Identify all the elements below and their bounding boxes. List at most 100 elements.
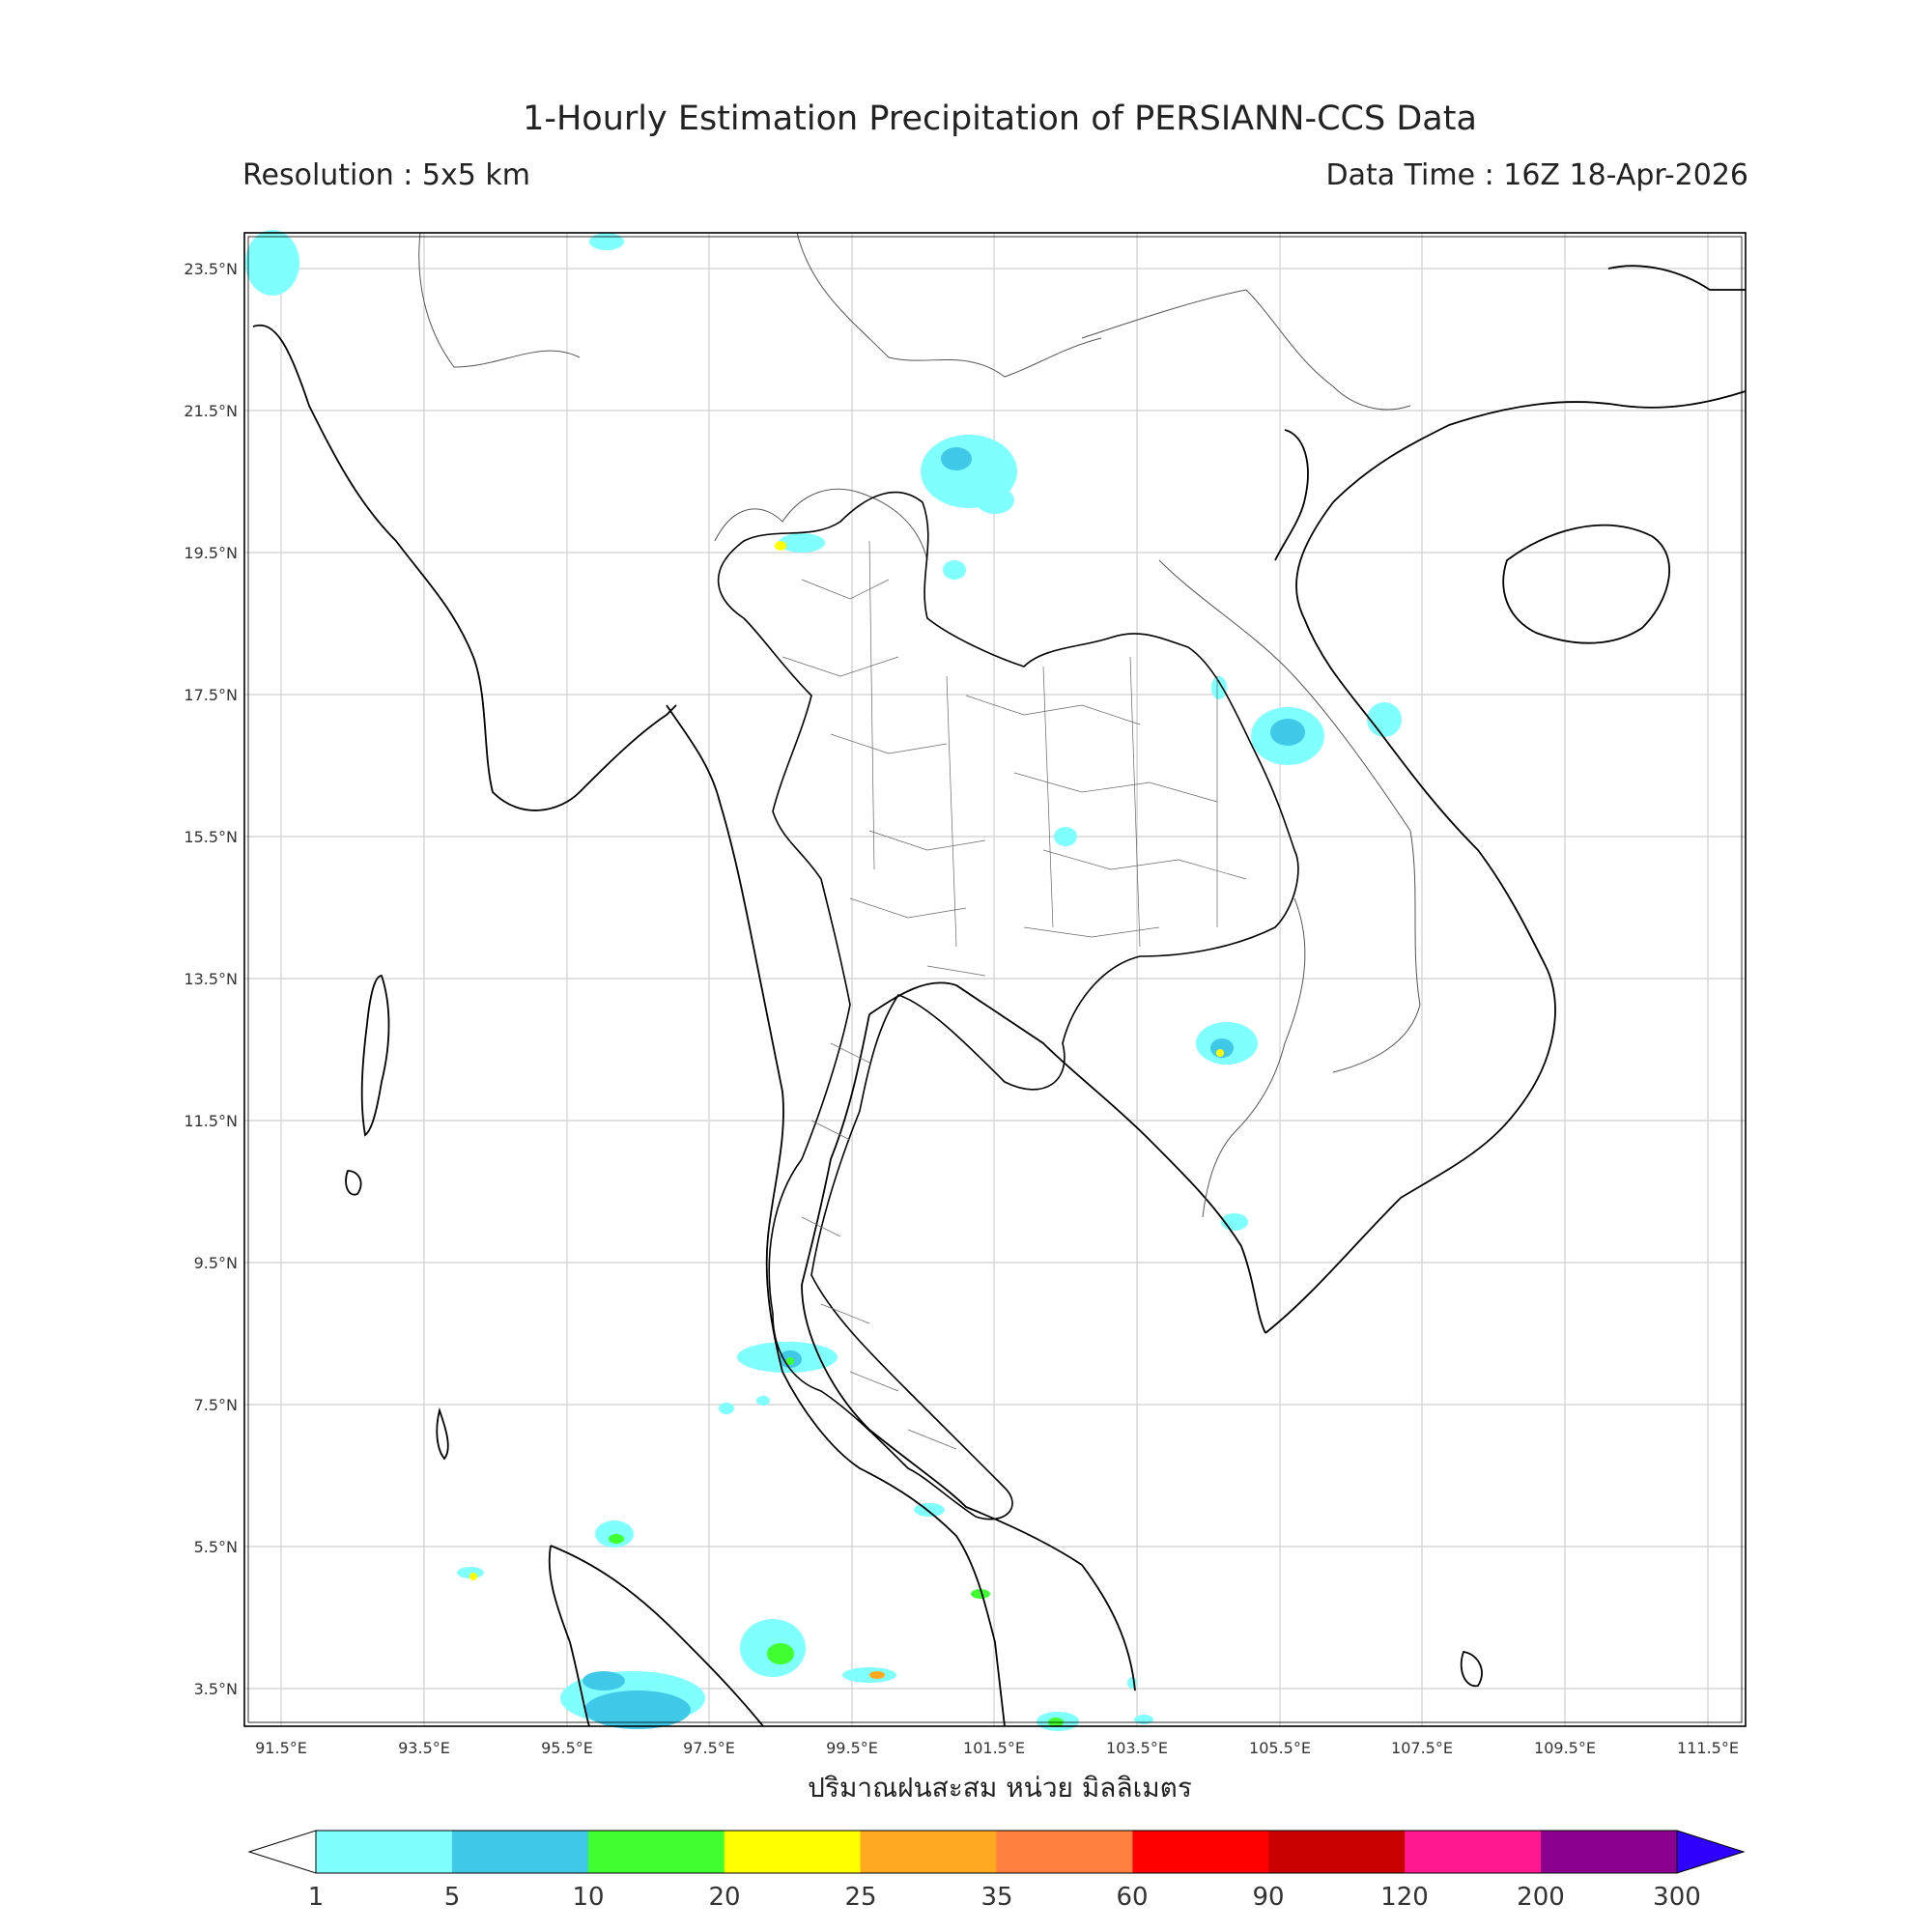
rain-patch [719,1403,734,1414]
lat-label: 13.5°N [184,970,238,988]
map-frame-inner [247,236,1743,1723]
rain-patch [609,1534,624,1544]
colorbar-segment [860,1831,997,1873]
rain-patch [756,1396,770,1406]
lat-axis: 23.5°N 21.5°N 19.5°N 17.5°N 15.5°N 13.5°… [184,260,238,1698]
border-myanmar-china [418,232,581,368]
rain-patch [589,233,624,250]
rain-patch [779,533,825,553]
lon-label: 97.5°E [683,1739,735,1757]
colorbar-segments [316,1831,1678,1873]
rain-patch [245,230,299,296]
colorbar-tick: 90 [1252,1883,1284,1912]
rain-patch [469,1573,477,1580]
rain-patch [1216,1049,1224,1057]
thailand-province-outline [717,491,1299,1520]
precipitation-unit-label: ปริมาณฝนสะสม หน่วย มิลลิเมตร [808,1772,1192,1804]
lon-label: 95.5°E [541,1739,593,1757]
rain-patch [767,1643,794,1664]
coastline-sumatra [550,1545,764,1727]
rain-patch [1270,719,1305,746]
colorbar-segment [316,1831,453,1873]
colorbar-tick: 35 [980,1883,1012,1912]
rain-patch [1367,702,1402,737]
colorbar-segment [1541,1831,1678,1873]
island-small [345,1170,362,1196]
colorbar: 1 5 10 20 25 35 60 90 120 200 300 [247,1830,1746,1912]
rain-patch [457,1567,484,1578]
rain-patch [786,1357,794,1365]
map-frame [243,232,1747,1727]
rain-patch [943,560,966,580]
lat-label: 21.5°N [184,402,238,420]
coastline-malay-peninsula [781,1371,1006,1727]
lat-label: 7.5°N [194,1396,238,1414]
rain-patch [1127,1677,1137,1689]
border-vietnam-laos [1081,289,1411,411]
lat-label: 5.5°N [194,1538,238,1556]
island-andaman [360,975,390,1137]
lat-label: 11.5°N [184,1112,238,1130]
coastline-myanmar-west [666,704,784,1373]
lon-axis: 91.5°E 93.5°E 95.5°E 97.5°E 99.5°E 101.5… [255,1739,1739,1757]
lat-label: 19.5°N [184,544,238,562]
colorbar-tick: 120 [1380,1883,1429,1912]
coastline-hainan [1502,524,1671,644]
island-nicobar [436,1406,449,1461]
rain-patch [1134,1715,1153,1724]
colorbar-under-arrow [247,1830,317,1874]
map-title: 1-Hourly Estimation Precipitation of PER… [523,99,1477,138]
rain-patch [869,1671,885,1679]
border-laos-vietnam-south [1158,559,1421,1073]
rain-patch [582,1671,625,1690]
lon-label: 103.5°E [1106,1739,1168,1757]
coastline-sumatra-west [548,1545,590,1727]
border-myanmar-thailand [714,488,928,561]
colorbar-frame [315,1830,1678,1874]
thailand-outline [717,491,1299,1520]
country-borders [418,232,1421,1218]
lon-label: 109.5°E [1534,1739,1596,1757]
lon-label: 101.5°E [963,1739,1025,1757]
colorbar-segment [996,1831,1133,1873]
lat-label: 23.5°N [184,260,238,278]
border-cambodia [1202,897,1306,1218]
colorbar-segment [587,1831,725,1873]
colorbar-over-arrow [1676,1830,1746,1874]
colorbar-tick: 200 [1517,1883,1565,1912]
lon-label: 91.5°E [255,1739,307,1757]
colorbar-tick: 25 [844,1883,876,1912]
lat-label: 9.5°N [194,1254,238,1272]
colorbar-segment [1132,1831,1269,1873]
coastline-gulf-east [868,981,1266,1334]
colorbar-tick: 1 [308,1883,325,1912]
lon-label: 105.5°E [1249,1739,1311,1757]
resolution-label: Resolution : 5x5 km [242,158,530,192]
lat-label: 3.5°N [194,1680,238,1698]
colorbar-tick: 300 [1653,1883,1701,1912]
lon-label: 111.5°E [1677,1739,1739,1757]
coastline-gulf-tonkin [1274,429,1309,561]
coastline-vietnam [1264,390,1747,1334]
thailand-district-lines [781,540,1247,1450]
lon-label: 93.5°E [398,1739,450,1757]
colorbar-segment [1405,1831,1542,1873]
lon-label: 99.5°E [826,1739,878,1757]
rain-patch [971,1589,990,1599]
rain-patch [1211,676,1227,699]
colorbar-tick: 5 [444,1883,461,1912]
colorbar-segment [1268,1831,1406,1873]
rain-patch [584,1690,691,1729]
lon-label: 107.5°E [1391,1739,1453,1757]
colorbar-segment [724,1831,862,1873]
rain-patch [941,447,972,470]
island-small [1460,1651,1483,1688]
lat-label: 17.5°N [184,686,238,704]
rain-patch [775,541,786,551]
colorbar-tick: 60 [1116,1883,1148,1912]
lat-label: 15.5°N [184,828,238,846]
rain-patch [976,487,1014,514]
rain-patch [914,1503,945,1517]
gridlines [244,233,1746,1726]
